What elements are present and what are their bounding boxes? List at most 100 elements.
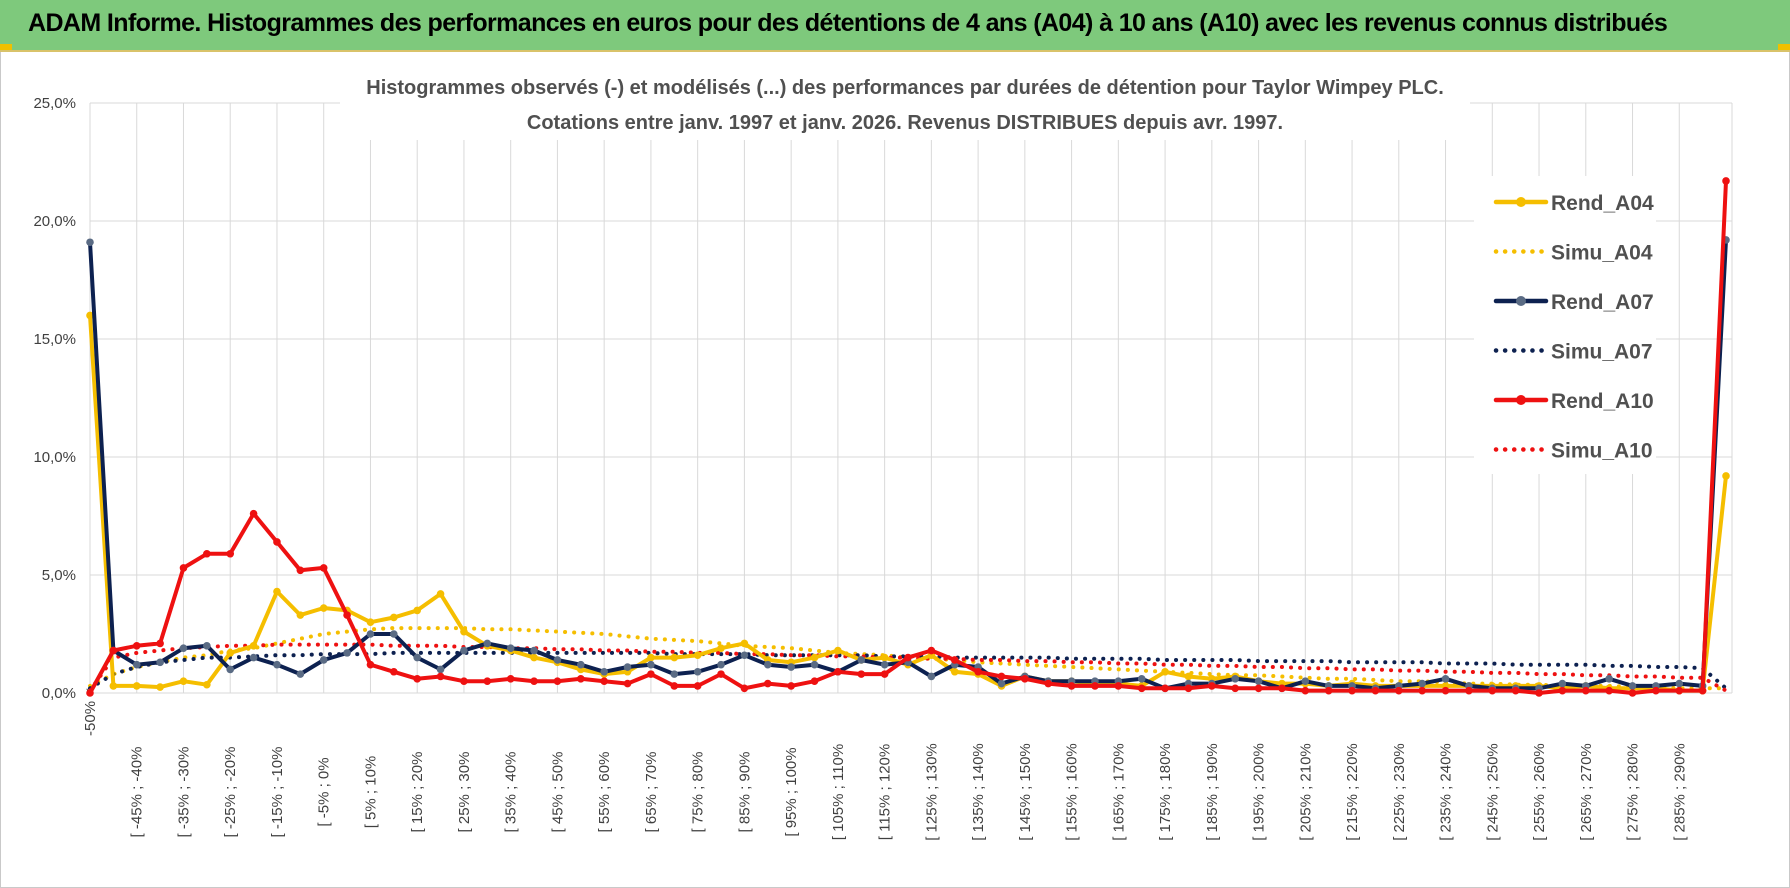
x-tick-label: [ -35% ; -30%: [175, 747, 192, 838]
x-tick-label: [ -45% ; -40%: [129, 747, 146, 838]
legend-marker: [1516, 395, 1526, 405]
legend-marker: [1516, 296, 1526, 306]
x-tick-label: [ 215% ; 220%: [1344, 743, 1361, 841]
data-point: [647, 653, 655, 662]
x-tick-label: [ 155% ; 160%: [1064, 743, 1081, 841]
data-point: [226, 649, 235, 657]
x-tick-label: [ 285% ; 290%: [1671, 743, 1688, 841]
title-banner: ADAM Informe. Histogrammes des performan…: [0, 0, 1790, 52]
data-point: [366, 660, 375, 669]
data-point: [132, 660, 141, 669]
data-point: [203, 642, 211, 650]
data-point: [693, 667, 702, 676]
x-tick-label: [ 275% ; 280%: [1625, 743, 1642, 841]
data-point: [577, 660, 585, 669]
x-tick-label: [ 85% ; 90%: [736, 752, 753, 833]
x-tick-label: [ 95% ; 100%: [783, 747, 800, 836]
x-tick-label: [ 65% ; 70%: [643, 752, 660, 833]
data-point: [319, 564, 328, 572]
data-point: [179, 677, 188, 685]
x-tick-label: [ -25% ; -20%: [222, 747, 239, 838]
data-point: [1722, 472, 1730, 480]
x-tick-label: [ 5% ; 10%: [362, 756, 379, 829]
data-point: [296, 670, 305, 678]
data-point: [390, 630, 398, 638]
y-axis-labels: 0,0% 5,0% 10,0% 15,0% 20,0% 25,0%: [33, 95, 76, 702]
data-point: [109, 682, 118, 690]
data-point: [366, 630, 375, 638]
data-point: [834, 667, 842, 676]
data-point: [1184, 672, 1193, 681]
chart-title-line1: Histogrammes observés (-) et modélisés (…: [366, 77, 1444, 99]
x-tick-label: [ 255% ; 260%: [1531, 743, 1548, 841]
x-tick-label: [ 135% ; 140%: [970, 743, 987, 841]
corner-mark-left: [0, 44, 12, 50]
data-point: [156, 683, 164, 691]
corner-mark-right: [1778, 44, 1790, 50]
data-point: [904, 653, 912, 662]
data-point: [670, 682, 679, 690]
data-point: [763, 660, 772, 669]
x-tick-label: [ 125% ; 130%: [923, 743, 940, 841]
x-tick-label: [ 105% ; 110%: [830, 744, 847, 840]
y-tick-label: 10,0%: [33, 449, 76, 466]
x-axis-labels: -50% < [ -45% ; -40% [ -35% ; -30% [ -25% ;…: [82, 688, 1688, 841]
data-point: [483, 677, 492, 685]
data-point: [1278, 684, 1286, 693]
data-point: [296, 611, 305, 619]
data-point: [436, 665, 445, 674]
data-point: [1137, 684, 1146, 693]
data-point: [1511, 686, 1520, 695]
data-point: [86, 238, 94, 247]
y-tick-label: 5,0%: [42, 567, 76, 584]
data-point: [1465, 686, 1473, 695]
legend: Rend_A04 Simu_A04 Rend_A07 Simu_A07 Rend_A10…: [1474, 176, 1656, 474]
x-tick-label: [ 15% ; 20%: [409, 752, 426, 833]
data-point: [1441, 686, 1450, 695]
data-point: [857, 656, 866, 664]
data-point: [600, 677, 608, 685]
x-tick-label: [ 145% ; 150%: [1017, 743, 1034, 841]
data-point: [530, 677, 538, 685]
data-point: [319, 656, 328, 664]
legend-label: Rend_A04: [1551, 192, 1654, 215]
data-point: [787, 663, 795, 671]
data-point: [880, 653, 889, 662]
banner-title: ADAM Informe. Histogrammes des performan…: [28, 9, 1668, 37]
data-point: [343, 611, 351, 619]
data-point: [623, 679, 632, 688]
data-point: [693, 682, 702, 690]
data-point: [1605, 686, 1613, 695]
data-point: [249, 509, 258, 518]
data-point: [460, 646, 468, 655]
data-point: [460, 627, 468, 636]
data-point: [1324, 686, 1333, 695]
data-point: [1488, 686, 1497, 695]
x-tick-label: [ -15% ; -10%: [269, 747, 286, 838]
x-tick-label: [ 265% ; 270%: [1578, 743, 1595, 841]
data-point: [997, 679, 1006, 688]
data-point: [763, 679, 772, 688]
data-point: [740, 651, 749, 660]
data-point: [366, 618, 375, 626]
data-point: [1675, 686, 1684, 695]
data-point: [927, 672, 936, 681]
data-point: [506, 675, 515, 683]
data-point: [1395, 686, 1403, 695]
data-point: [693, 651, 702, 660]
x-tick-label: [ 225% ; 230%: [1391, 743, 1408, 841]
data-point: [319, 604, 328, 612]
data-point: [86, 689, 94, 697]
data-point: [1231, 675, 1239, 683]
data-point: [1628, 682, 1637, 690]
data-point: [132, 642, 141, 650]
data-point: [413, 653, 422, 662]
data-point: [273, 587, 281, 596]
data-point: [226, 665, 235, 674]
data-point: [670, 670, 679, 678]
data-point: [413, 606, 422, 615]
data-point: [530, 646, 538, 655]
data-point: [1161, 684, 1169, 693]
data-point: [1044, 679, 1053, 688]
data-point: [1535, 689, 1543, 697]
